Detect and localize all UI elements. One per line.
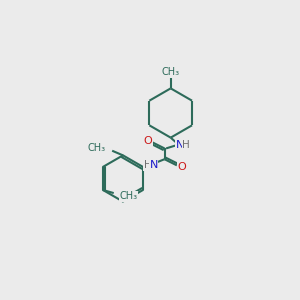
Text: CH₃: CH₃ — [162, 67, 180, 77]
Text: N: N — [150, 160, 158, 170]
Text: CH₃: CH₃ — [120, 191, 138, 201]
Text: O: O — [143, 136, 152, 146]
Text: O: O — [177, 162, 186, 172]
Text: CH₃: CH₃ — [88, 143, 106, 153]
Text: N: N — [176, 140, 184, 150]
Text: H: H — [144, 160, 152, 170]
Text: H: H — [182, 140, 190, 150]
